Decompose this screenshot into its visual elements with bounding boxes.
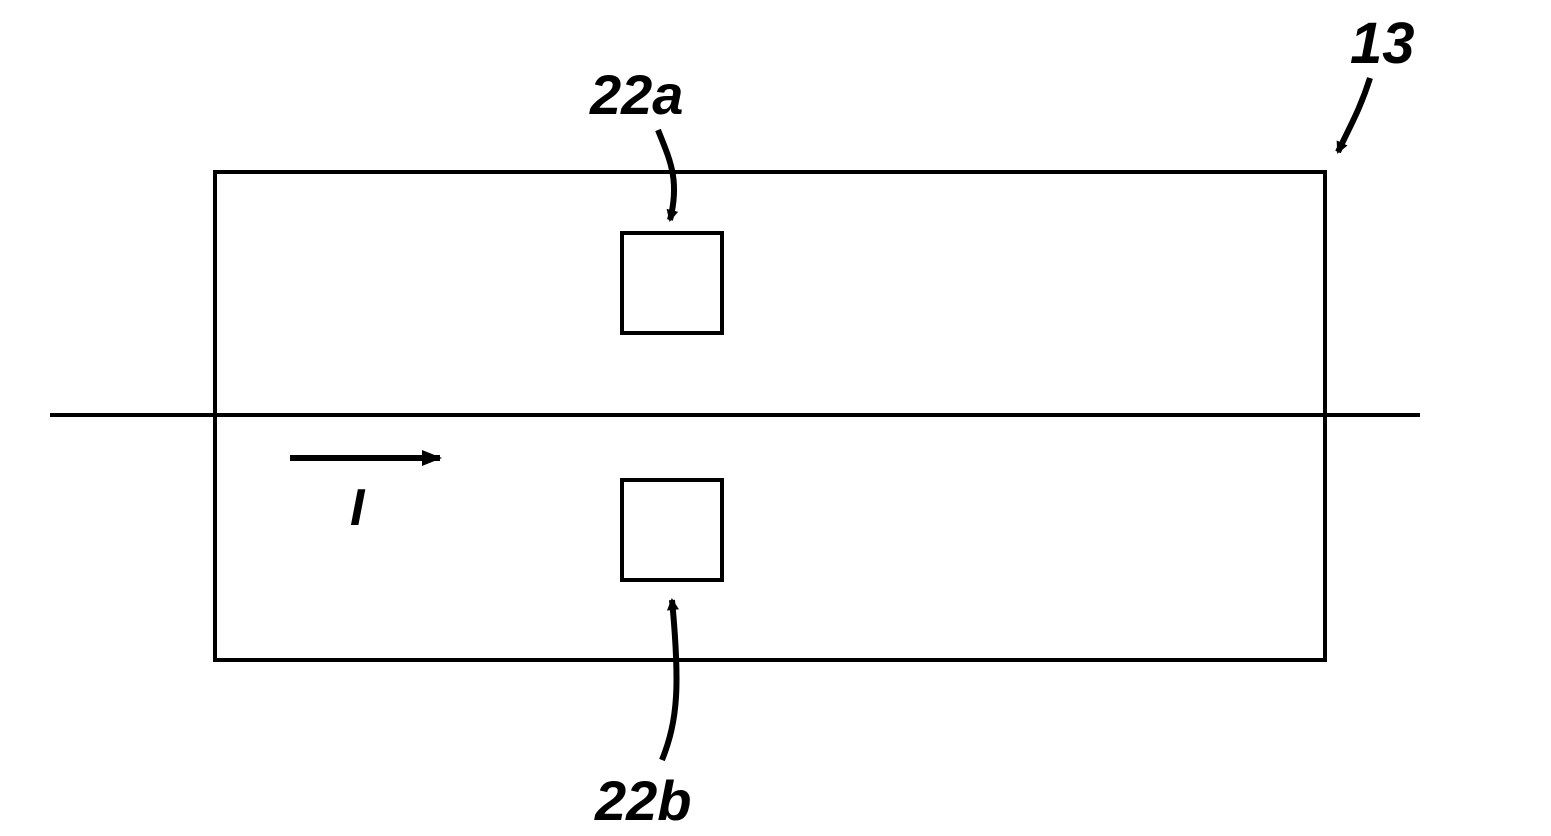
- leader-line-22b: [662, 600, 677, 760]
- element-22a-square: [622, 233, 722, 333]
- reference-label-22a: 22a: [590, 62, 683, 127]
- element-22b-square: [622, 480, 722, 580]
- diagram-canvas: [0, 0, 1551, 836]
- current-label-I: I: [350, 478, 364, 538]
- leader-line-13: [1338, 78, 1370, 152]
- reference-label-13: 13: [1350, 10, 1415, 77]
- reference-label-22b: 22b: [595, 768, 692, 833]
- leader-line-22a: [658, 130, 674, 220]
